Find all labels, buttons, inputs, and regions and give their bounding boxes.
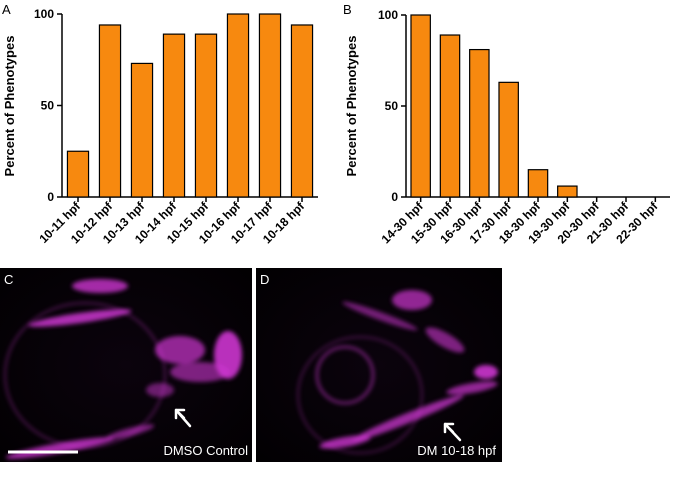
bar xyxy=(410,14,431,198)
micrograph-c-arrow-icon xyxy=(174,408,192,428)
micrograph-c-stain xyxy=(5,279,242,459)
chart-a-y-axis-label: Percent of Phenotypes xyxy=(2,36,17,177)
bar xyxy=(258,13,282,198)
bar xyxy=(498,81,519,198)
panel-letter-c: C xyxy=(4,272,13,287)
micrograph-c-label: DMSO Control xyxy=(163,443,248,458)
bar xyxy=(290,24,314,198)
bar xyxy=(557,185,578,198)
bar xyxy=(66,150,90,198)
panel-letter-a: A xyxy=(2,2,11,17)
bar xyxy=(469,48,490,198)
micrograph-c: C DMSO Control xyxy=(0,268,252,462)
y-tick-label: 0 xyxy=(391,190,398,204)
micrograph-c-eye-outline xyxy=(4,302,166,448)
micrograph-d-eye-outline xyxy=(297,336,423,454)
y-tick-label: 0 xyxy=(47,190,54,204)
micrograph-d-label: DM 10-18 hpf xyxy=(417,443,496,458)
panel-letter-d: D xyxy=(260,272,269,287)
micrograph-d-arrow-icon xyxy=(443,422,462,442)
y-tick-label: 50 xyxy=(385,99,399,113)
bar xyxy=(130,62,154,198)
y-tick-label: 100 xyxy=(378,8,398,22)
micrograph-d-stain xyxy=(319,290,498,449)
bar xyxy=(439,34,461,198)
bar xyxy=(98,24,122,198)
bar xyxy=(194,33,218,198)
micrograph-d-lens-outline xyxy=(315,345,375,405)
y-tick-label: 50 xyxy=(41,99,55,113)
panel-letter-b: B xyxy=(343,2,352,17)
chart-b-y-axis-label: Percent of Phenotypes xyxy=(344,36,359,177)
micrograph-d: D DM 10-18 hpf xyxy=(256,268,502,462)
y-tick-label: 100 xyxy=(34,7,54,21)
bar xyxy=(162,33,186,198)
bar xyxy=(226,13,250,198)
bar xyxy=(527,169,549,198)
